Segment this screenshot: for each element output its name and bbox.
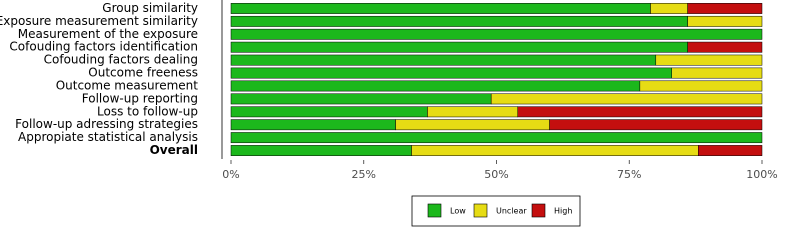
bar-segment [230,28,763,40]
legend-swatch [427,203,442,218]
legend-swatch [531,203,546,218]
bar-segment [230,80,641,92]
category-label: Outcome freeness [88,66,198,80]
category-label: Follow-up adressing strategies [15,117,198,131]
legend-swatch [473,203,488,218]
bar-segment [230,41,688,53]
bar-segment [230,3,651,14]
category-label: Outcome measurement [56,78,199,92]
bar-segment [230,67,672,79]
bar-segment [230,106,428,118]
category-label: Group similarity [102,1,198,15]
bar-segment [655,54,763,66]
chart: 0% 25% 50% 75% 100% Group similarityExposure … [0,0,778,227]
bar-segment [230,54,657,66]
bar-segment [230,145,412,156]
bar-segment [687,15,763,27]
category-label: Measurement of the exposure [18,27,198,41]
bar-segment [395,119,550,131]
legend-label: High [554,207,572,216]
bar-segment [671,67,763,79]
bar-segment [687,3,763,14]
bar-segment [230,119,396,131]
bar-segment [639,80,763,92]
bar-segment [411,145,699,156]
legend-label: Unclear [496,207,527,216]
bar-segment [549,119,763,131]
bar-segment [230,15,688,27]
x-tick-label: 0% [222,168,239,181]
bar-segment [490,93,763,105]
bar-segment [517,106,763,118]
x-tick-label: 25% [352,168,376,181]
category-label: Cofouding factors dealing [44,53,198,67]
category-label: Appropiate statistical analysis [18,130,198,144]
bar-segment [687,41,763,53]
category-label: Exposure measurement similarity [0,14,198,28]
bar-segment [230,132,763,144]
category-label: Overall [150,143,198,157]
bar-segment [650,3,688,14]
category-label: Loss to follow-up [97,104,198,118]
category-label: Cofouding factors identification [9,40,198,54]
legend-label: Low [450,207,466,216]
category-label: Follow-up reporting [82,91,198,105]
x-tick-label: 50% [484,168,508,181]
bar-segment [230,93,492,105]
bar-segment [427,106,518,118]
x-tick-label: 100% [746,168,777,181]
bar-segment [698,145,763,156]
x-tick-label: 75% [617,168,641,181]
